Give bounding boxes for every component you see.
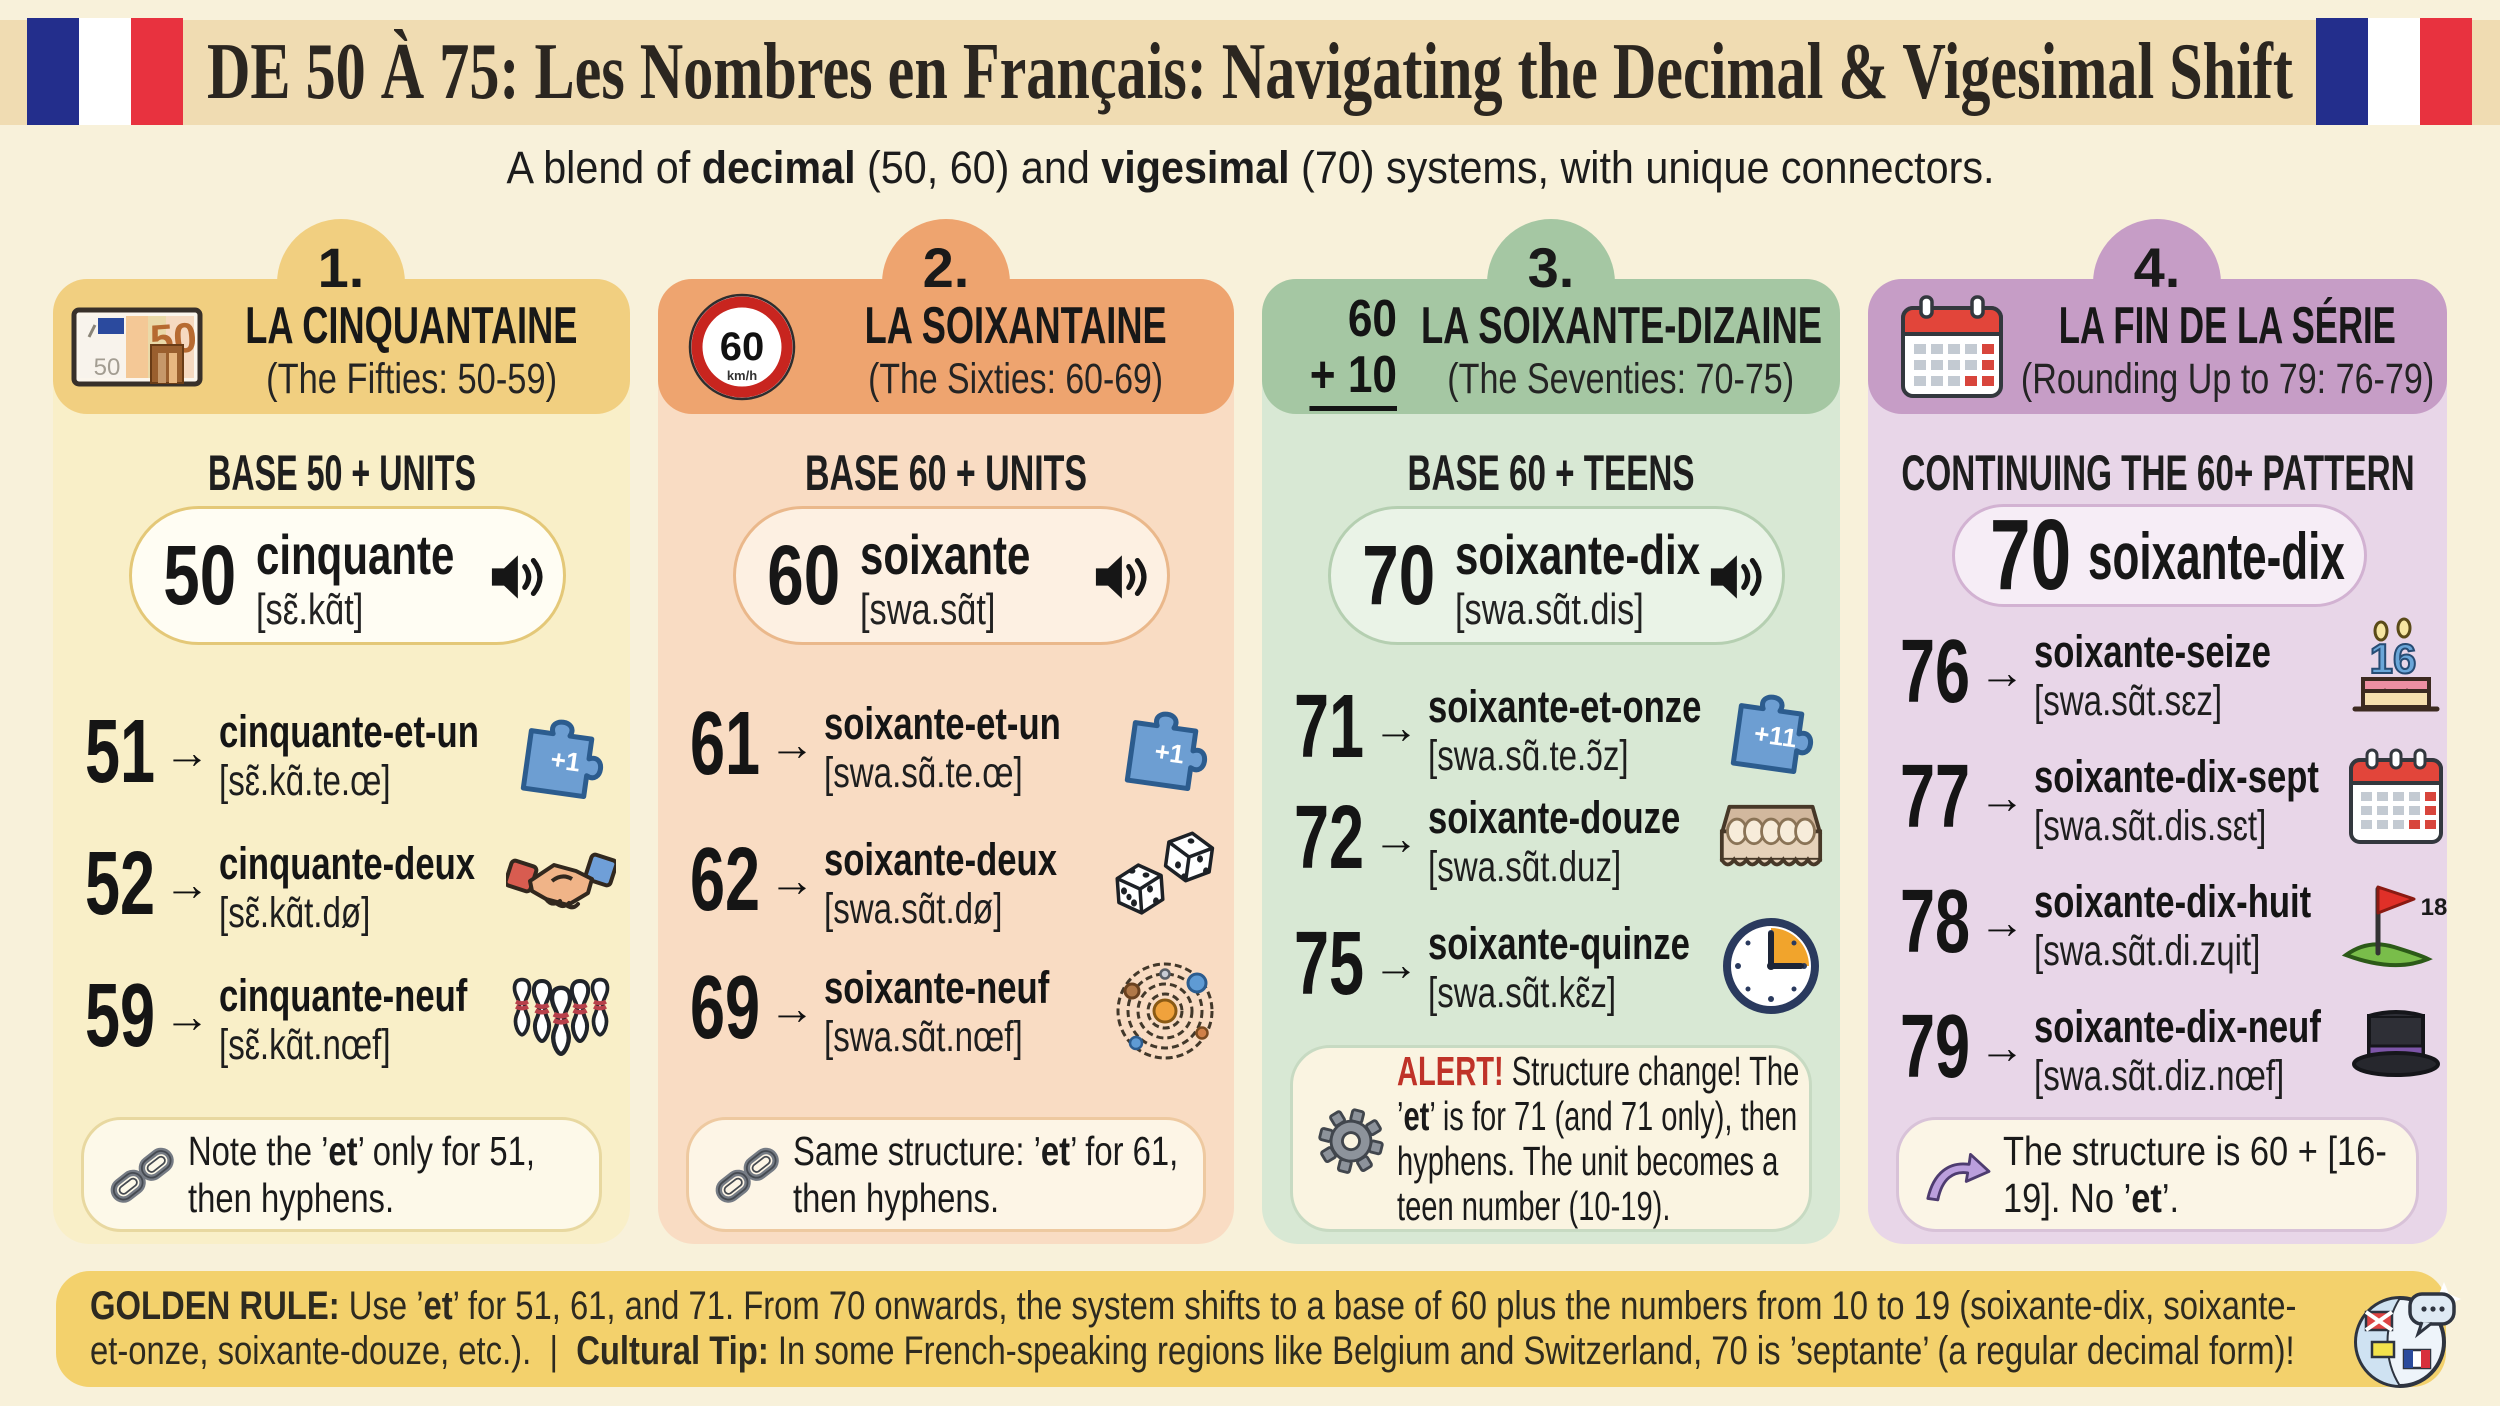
svg-text:+11: +11 — [1752, 718, 1798, 754]
svg-text:16: 16 — [2370, 635, 2417, 682]
svg-text:18: 18 — [2421, 894, 2448, 921]
svg-text:60: 60 — [720, 325, 765, 369]
svg-text:+1: +1 — [549, 744, 583, 778]
svg-text:+1: +1 — [1153, 736, 1187, 770]
svg-text:50: 50 — [94, 354, 121, 381]
svg-text:km/h: km/h — [727, 368, 757, 383]
